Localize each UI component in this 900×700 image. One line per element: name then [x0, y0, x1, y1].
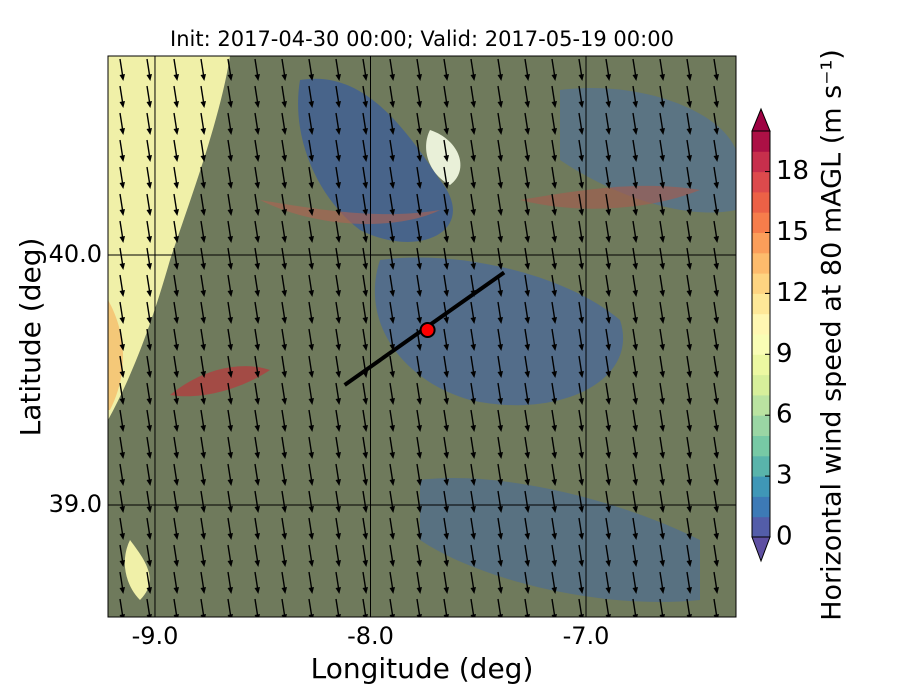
colorbar-tick-label: 3 — [776, 461, 793, 491]
colorbar-extend-low — [751, 536, 771, 563]
colorbar-bin — [752, 394, 770, 416]
colorbar-bin — [752, 191, 770, 213]
colorbar-bin — [752, 415, 770, 436]
colorbar-tick-label: 0 — [776, 522, 793, 552]
wind-field — [108, 56, 736, 617]
x-axis-label: Longitude (deg) — [311, 652, 534, 685]
colorbar-tick-label: 6 — [776, 400, 793, 430]
site-marker — [419, 322, 436, 338]
x-tick-label: -9.0 — [132, 622, 179, 650]
colorbar-bin — [752, 232, 770, 254]
y-axis-label: Latitude (deg) — [14, 238, 47, 437]
colorbar-bin — [752, 293, 770, 315]
colorbar-bin — [752, 334, 770, 355]
colorbar-tick-label: 15 — [776, 217, 809, 247]
colorbar-bin — [752, 273, 770, 294]
colorbar-bin — [752, 171, 770, 193]
colorbar-bin — [752, 496, 770, 518]
x-tick-label: -8.0 — [347, 622, 394, 650]
colorbar-bin — [752, 252, 770, 274]
colorbar-bin — [752, 455, 770, 477]
colorbar-bin — [752, 476, 770, 497]
colorbar-tick-label: 9 — [776, 339, 793, 369]
colorbar-bin — [752, 212, 770, 233]
colorbar-tick-label: 12 — [776, 278, 809, 308]
colorbar-bin — [752, 354, 770, 376]
colorbar-bin — [752, 374, 770, 396]
plot-frame — [107, 55, 737, 618]
colorbar-bin — [752, 131, 770, 152]
x-tick-label: -7.0 — [563, 622, 610, 650]
colorbar-bin — [752, 516, 770, 538]
chart-title: Init: 2017-04-30 00:00; Valid: 2017-05-1… — [170, 27, 674, 51]
y-tick-label: 40.0 — [49, 240, 102, 268]
colorbar-bin — [752, 151, 770, 173]
colorbar-bin — [752, 435, 770, 457]
colorbar-label: Horizontal wind speed at 80 mAGL (m s⁻¹) — [817, 49, 848, 621]
colorbar-frame — [751, 130, 771, 538]
colorbar-extend-high — [751, 107, 771, 132]
colorbar-bin — [752, 313, 770, 335]
colorbar-tick-label: 18 — [776, 156, 809, 186]
y-tick-label: 39.0 — [49, 490, 102, 518]
